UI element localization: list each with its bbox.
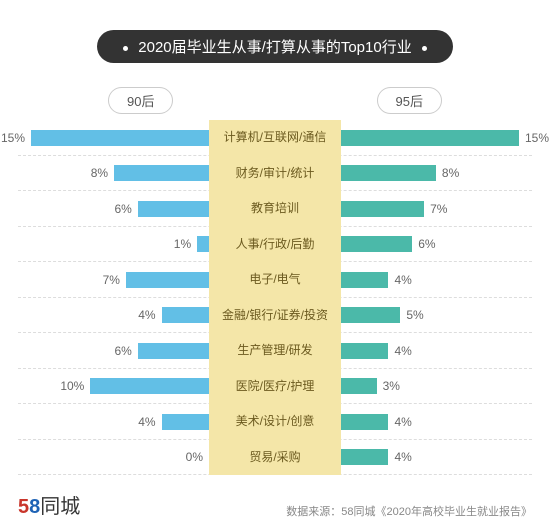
value-right: 4% — [394, 415, 411, 429]
category-label: 美术/设计/创意 — [209, 404, 341, 440]
value-right: 7% — [430, 202, 447, 216]
bar-right — [341, 414, 388, 430]
bar-right — [341, 165, 436, 181]
center-label-column: 计算机/互联网/通信财务/审计/统计教育培训人事/行政/后勤电子/电气金融/银行… — [209, 120, 341, 475]
value-right: 5% — [406, 308, 423, 322]
value-left: 7% — [103, 273, 120, 287]
bar-right — [341, 378, 377, 394]
bar-right — [341, 130, 519, 146]
bar-left — [162, 414, 209, 430]
value-right: 3% — [383, 379, 400, 393]
logo-5: 5 — [18, 496, 29, 518]
value-right: 4% — [394, 450, 411, 464]
title-text: 2020届毕业生从事/打算从事的Top10行业 — [138, 39, 411, 56]
footer: 58同城 数据来源：58同城《2020年高校毕业生就业报告》 — [18, 490, 532, 519]
chart-title: 2020届毕业生从事/打算从事的Top10行业 — [97, 30, 453, 63]
bar-left — [138, 201, 209, 217]
category-label: 金融/银行/证券/投资 — [209, 298, 341, 334]
bar-left — [114, 165, 209, 181]
bar-right — [341, 343, 388, 359]
category-label: 贸易/采购 — [209, 440, 341, 476]
category-label: 电子/电气 — [209, 262, 341, 298]
header-left: 90后 — [108, 87, 173, 114]
category-label: 教育培训 — [209, 191, 341, 227]
value-left: 8% — [91, 166, 108, 180]
value-right: 15% — [525, 131, 549, 145]
header-right: 95后 — [377, 87, 442, 114]
value-left: 1% — [174, 237, 191, 251]
category-label: 财务/审计/统计 — [209, 156, 341, 192]
bar-left — [162, 307, 209, 323]
bar-right — [341, 236, 412, 252]
bar-right — [341, 307, 400, 323]
bar-left — [126, 272, 209, 288]
logo-8: 8 — [29, 496, 40, 518]
value-left: 10% — [60, 379, 84, 393]
bar-right — [341, 449, 388, 465]
value-right: 4% — [394, 344, 411, 358]
logo-58tongcheng: 58同城 — [18, 490, 80, 519]
category-label: 计算机/互联网/通信 — [209, 120, 341, 156]
title-dot-left — [123, 46, 128, 51]
bar-left — [31, 130, 209, 146]
value-left: 4% — [138, 308, 155, 322]
bar-left — [197, 236, 209, 252]
title-dot-right — [422, 46, 427, 51]
value-right: 4% — [394, 273, 411, 287]
value-left: 0% — [186, 450, 203, 464]
bar-right — [341, 272, 388, 288]
value-right: 8% — [442, 166, 459, 180]
value-right: 6% — [418, 237, 435, 251]
column-headers: 90后 95后 — [18, 87, 532, 114]
diverging-bar-chart: 计算机/互联网/通信财务/审计/统计教育培训人事/行政/后勤电子/电气金融/银行… — [18, 120, 532, 475]
data-source: 数据来源：58同城《2020年高校毕业生就业报告》 — [286, 503, 532, 519]
bar-right — [341, 201, 424, 217]
logo-text: 同城 — [40, 496, 80, 518]
value-left: 15% — [1, 131, 25, 145]
category-label: 医院/医疗/护理 — [209, 369, 341, 405]
value-left: 6% — [114, 344, 131, 358]
bar-left — [138, 343, 209, 359]
category-label: 生产管理/研发 — [209, 333, 341, 369]
bar-left — [90, 378, 209, 394]
category-label: 人事/行政/后勤 — [209, 227, 341, 263]
value-left: 6% — [114, 202, 131, 216]
value-left: 4% — [138, 415, 155, 429]
